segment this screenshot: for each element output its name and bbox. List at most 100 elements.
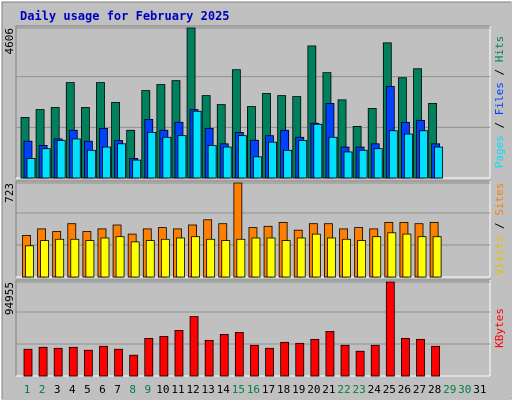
x-tick-label: 19 [292,383,305,396]
bar [416,338,425,377]
legend-entry: Visits [493,236,506,276]
bar [144,337,154,377]
bar [311,233,321,278]
x-tick-label: 29 [443,383,456,396]
x-tick-label: 11 [171,383,184,396]
bar [85,240,95,278]
bar [283,149,293,179]
x-tick-label: 1 [24,383,31,396]
bar [25,245,34,278]
bar [419,130,428,179]
legend-entry: Sites [493,183,506,216]
y-tick-label: 4606 [3,28,16,55]
bar [99,345,108,377]
y-tick-label: 94955 [3,282,16,315]
x-tick-label: 6 [99,383,106,396]
bar [102,146,111,179]
bar [280,341,290,377]
x-tick-label: 18 [277,383,290,396]
bar [296,237,306,278]
x-tick-label: 17 [262,383,275,396]
bar [159,336,169,377]
x-tick-label: 30 [458,383,471,396]
bar [340,344,350,377]
bar [160,238,170,278]
bar [26,158,36,179]
bar [117,143,126,179]
bar [387,232,397,278]
bar [221,240,231,278]
bar [86,149,96,179]
x-tick-label: 13 [202,383,215,396]
bar [431,345,441,377]
x-tick-label: 27 [413,383,426,396]
bar [236,238,246,278]
legend: KBytes [493,308,506,348]
bar [343,151,353,179]
bar [417,236,427,278]
bar [219,334,229,377]
bar [206,238,216,278]
bar [370,344,380,377]
bar [355,350,365,377]
legend-separator: / [493,62,506,82]
legend-entry: Pages [493,135,506,168]
bar [373,148,383,179]
legend-entry: KBytes [493,308,506,348]
x-tick-label: 22 [337,383,350,396]
legend-separator: / [493,216,506,236]
bar [434,146,444,179]
x-tick-label: 5 [84,383,91,396]
bar [253,156,262,179]
bar [207,145,217,179]
bar [70,238,80,278]
bar [328,136,338,179]
x-tick-label: 2 [39,383,46,396]
bar [281,240,291,278]
bar [100,237,110,278]
legend-entry: Hits [493,36,506,63]
bar [115,236,125,278]
bar [191,236,200,278]
x-tick-label: 16 [247,383,260,396]
y-tick-label: 723 [3,183,16,203]
x-tick-label: 9 [144,383,151,396]
x-tick-label: 4 [69,383,76,396]
chart-title: Daily usage for February 2025 [20,9,230,23]
bar [41,148,51,179]
bar [177,135,187,179]
bar [174,330,184,377]
bar [357,240,367,278]
x-tick-label: 20 [307,383,320,396]
legend-separator: / [493,115,506,135]
bar [23,348,33,377]
bar [55,238,65,278]
x-tick-label: 12 [186,383,199,396]
bar [401,337,410,377]
bar [234,332,244,377]
bar [71,138,81,179]
bar [204,339,214,377]
bar [189,316,199,377]
bar [372,236,382,278]
bar [114,348,123,377]
bar [265,347,274,377]
x-tick-label: 25 [383,383,396,396]
bar [295,342,305,377]
bar [130,241,140,278]
bar [313,123,323,179]
bar [147,132,157,179]
x-tick-label: 3 [54,383,61,396]
bar [310,338,320,377]
bar [327,237,336,278]
x-tick-label: 21 [322,383,335,396]
bar [162,136,172,179]
x-tick-label: 23 [353,383,366,396]
bar [237,135,247,179]
x-tick-label: 14 [217,383,231,396]
x-tick-label: 8 [129,383,136,396]
bar [388,130,398,179]
bar [251,237,261,278]
